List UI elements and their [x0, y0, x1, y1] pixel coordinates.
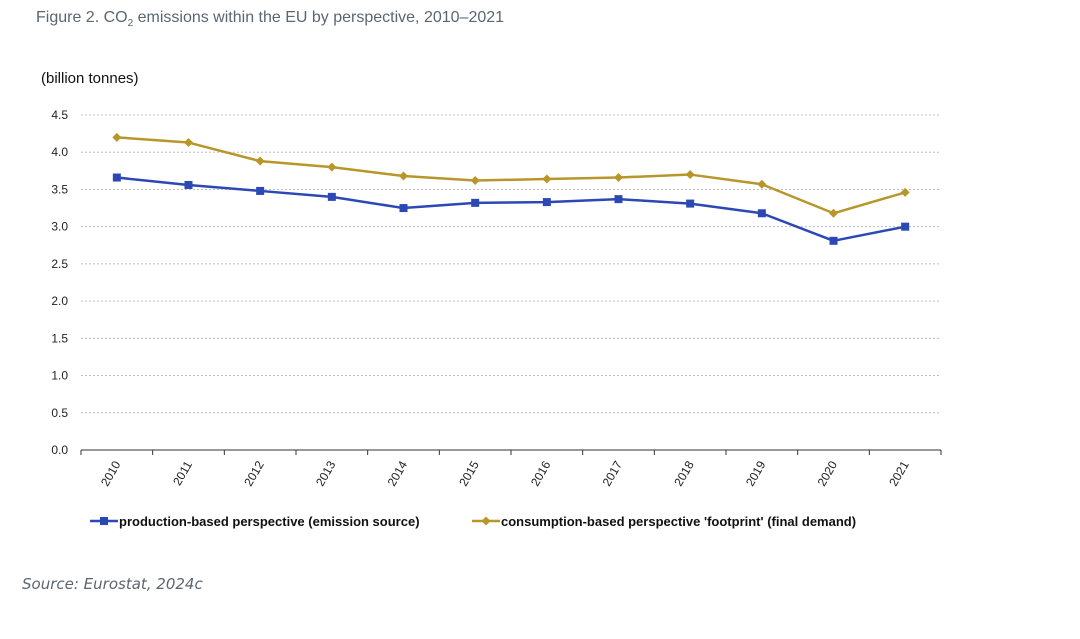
data-point-diamond — [614, 173, 623, 183]
y-axis-ticks: 0.0 0.5 1.0 1.5 2.0 2.5 3.0 3.5 4.0 4.5 — [51, 108, 68, 457]
data-point-diamond — [399, 171, 408, 181]
data-point-diamond — [327, 162, 337, 172]
legend-label: consumption-based perspective 'footprint… — [501, 514, 856, 529]
legend-marker-square — [100, 517, 108, 525]
data-point-diamond — [184, 138, 193, 148]
series-group — [112, 132, 910, 245]
data-point-square — [542, 198, 551, 207]
data-point-diamond — [685, 170, 695, 180]
series-line — [116, 136, 906, 215]
x-tick-label: 2021 — [886, 458, 912, 488]
figure-title-prefix: Figure 2. CO — [36, 9, 128, 26]
x-tick-label: 2014 — [385, 458, 411, 488]
data-point-square — [757, 209, 766, 218]
figure-title-suffix: emissions within the EU by perspective, … — [133, 9, 505, 26]
y-tick-label: 1.5 — [51, 331, 68, 345]
data-point-square — [256, 186, 265, 195]
y-tick-label: 4.0 — [51, 145, 68, 159]
y-tick-label: 2.5 — [51, 257, 68, 271]
x-tick-label: 2017 — [600, 458, 626, 488]
x-tick-label: 2010 — [98, 458, 124, 488]
data-point-diamond — [900, 187, 910, 197]
data-point-square — [184, 180, 193, 189]
x-tick-label: 2016 — [528, 458, 554, 488]
data-point-square — [901, 222, 910, 231]
data-point-square — [614, 195, 623, 204]
x-tick-label: 2012 — [241, 458, 267, 488]
figure-title: Figure 2. CO2 emissions within the EU by… — [36, 9, 504, 29]
data-point-diamond — [112, 132, 122, 142]
x-axis: 2010 2011 2012 2013 2014 2015 2016 2017 2018 2019… — [80, 449, 942, 489]
y-tick-label: 3.5 — [51, 182, 68, 196]
data-point-diamond — [829, 208, 838, 218]
gridlines — [81, 114, 941, 414]
data-point-square — [829, 236, 838, 245]
legend: production-based perspective (emission s… — [90, 514, 856, 529]
data-point-diamond — [542, 174, 552, 184]
data-point-square — [686, 199, 695, 208]
y-tick-label: 4.5 — [51, 108, 68, 122]
figure-title-subscript: 2 — [127, 18, 134, 29]
data-point-square — [112, 173, 121, 182]
y-tick-label: 2.0 — [51, 294, 68, 308]
legend-label: production-based perspective (emission s… — [119, 514, 420, 529]
legend-marker-diamond — [481, 516, 491, 526]
y-tick-label: 0.0 — [51, 443, 68, 457]
data-point-square — [327, 192, 336, 201]
data-point-diamond — [470, 176, 480, 186]
y-tick-label: 3.0 — [51, 220, 68, 234]
x-tick-label: 2013 — [313, 458, 339, 488]
y-tick-label: 0.5 — [51, 406, 68, 420]
x-tick-label: 2020 — [815, 458, 841, 488]
data-point-square — [399, 204, 408, 213]
series-line — [116, 176, 906, 243]
x-tick-label: 2019 — [743, 458, 769, 488]
x-tick-label: 2011 — [170, 458, 195, 488]
data-point-diamond — [757, 179, 767, 189]
y-axis-unit-label: (billion tonnes) — [41, 70, 139, 87]
x-tick-label: 2018 — [671, 458, 697, 488]
data-point-diamond — [255, 156, 265, 166]
x-tick-label: 2015 — [456, 458, 482, 488]
source-note: Source: Eurostat, 2024c — [22, 575, 203, 593]
y-tick-label: 1.0 — [51, 369, 68, 383]
data-point-square — [471, 198, 480, 207]
